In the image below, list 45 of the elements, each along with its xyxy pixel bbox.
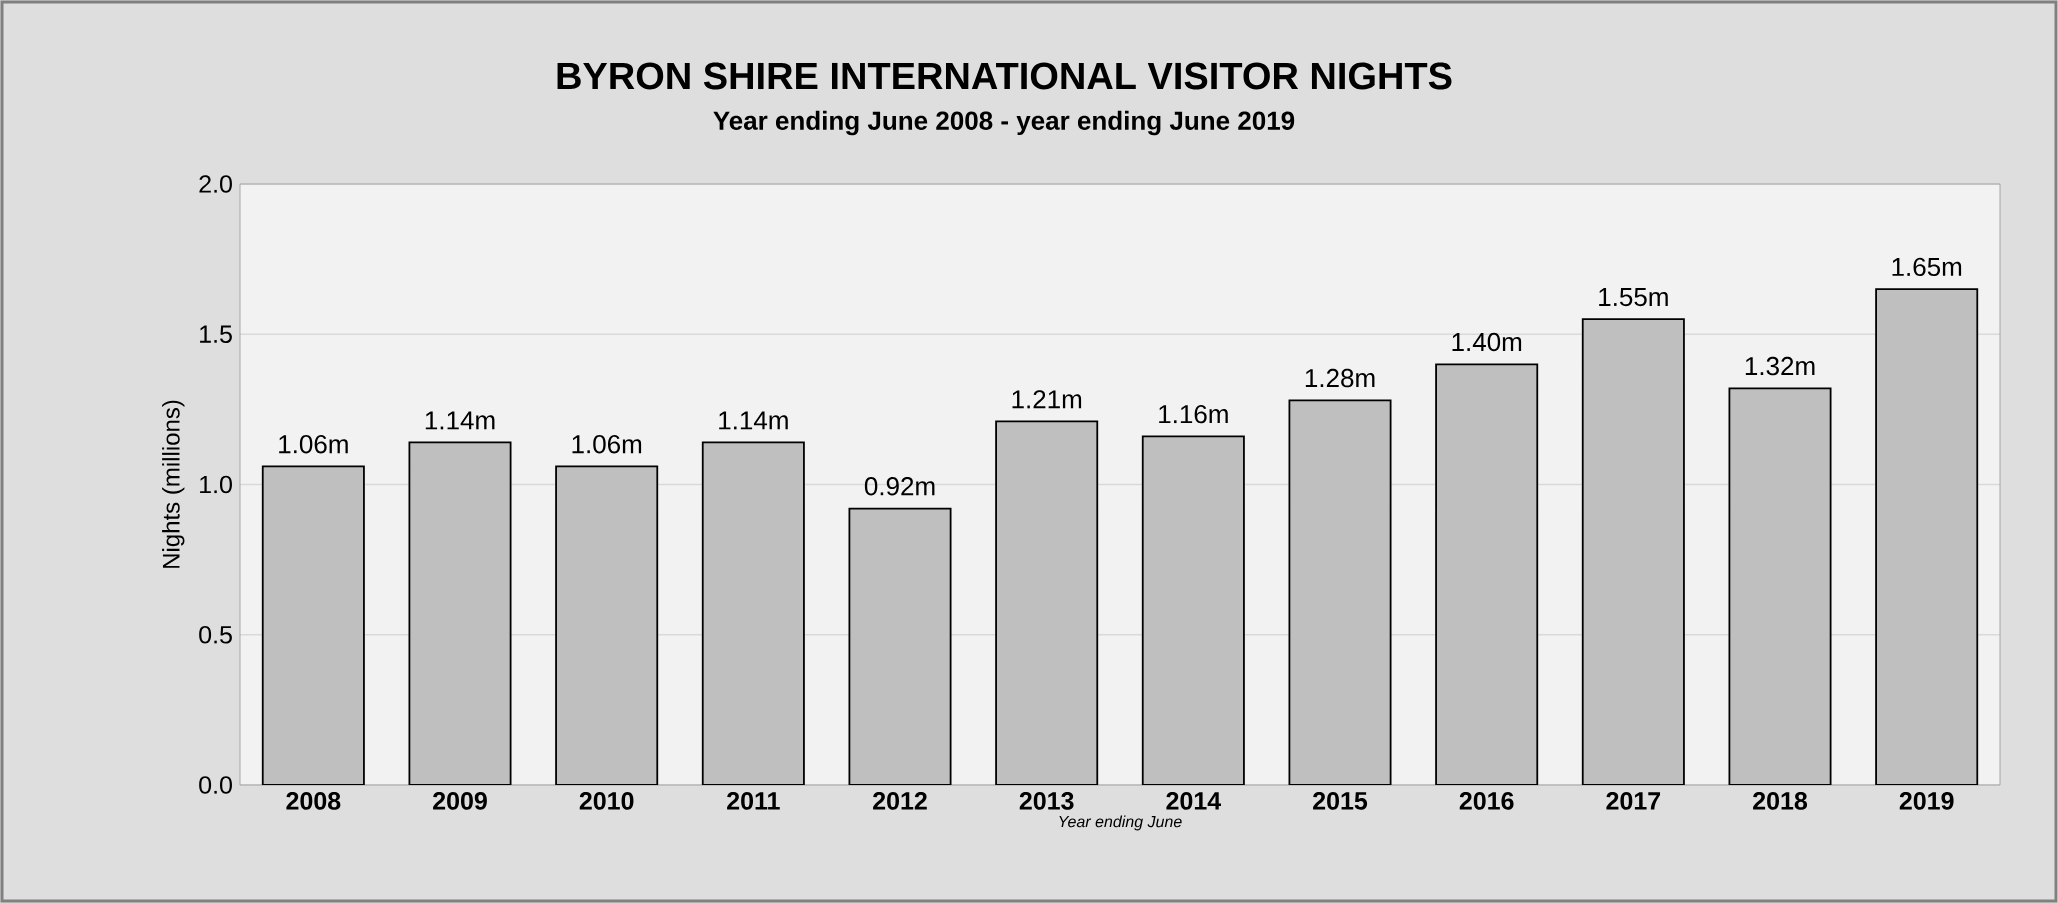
x-tick-label: 2014 [1166,792,1221,810]
bar [996,421,1098,785]
y-tick-label: 1.0 [200,475,232,494]
x-tick-label: 2012 [873,792,927,810]
x-tick-label: 2009 [433,792,487,810]
x-tick-label: 2011 [727,792,780,810]
bar [1289,400,1391,785]
x-tick-label: 2010 [579,792,634,810]
bar [1582,319,1684,785]
x-axis-title: Year ending June [1059,815,1182,831]
x-tick-label: 2013 [1019,792,1074,810]
bar [1142,436,1244,785]
chart-title: BYRON SHIRE INTERNATIONAL VISITOR NIGHTS [557,62,1452,90]
data-label: 1.55m [1599,288,1668,307]
data-label: 1.65m [1892,257,1962,277]
data-label: 1.40m [1452,332,1522,352]
data-label: 1.21m [1012,390,1082,409]
y-tick-label: 0.0 [199,776,232,794]
bar [556,466,658,785]
bar [1875,288,1979,785]
data-label: 1.28m [1305,368,1375,388]
data-label: 1.16m [1159,404,1228,424]
bar [849,508,951,785]
bar [702,442,804,785]
data-label: 1.32m [1745,356,1815,376]
y-tick-label: 2.0 [199,175,232,193]
x-tick-label: 2018 [1753,792,1808,810]
data-label: 1.14m [425,411,495,430]
data-label: 1.06m [279,434,348,454]
bar [1729,388,1831,785]
y-tick-label: 1.5 [200,325,232,343]
x-tick-label: 2015 [1313,792,1368,810]
y-tick-label: 0.5 [199,625,232,644]
data-label: 0.92m [864,477,935,496]
data-label: 1.14m [719,411,788,430]
x-tick-label: 2008 [286,792,341,810]
x-tick-label: 2017 [1606,792,1661,810]
chart-subtitle: Year ending June 2008 - year ending June 2019 [713,110,1295,136]
bar [1436,364,1538,785]
bar [262,466,364,785]
data-label: 1.06m [572,434,642,454]
y-axis-title: Nights (millions) [162,400,185,568]
x-tick-label: 2016 [1459,792,1514,810]
bar [409,442,511,785]
x-tick-label: 2019 [1899,792,1954,810]
